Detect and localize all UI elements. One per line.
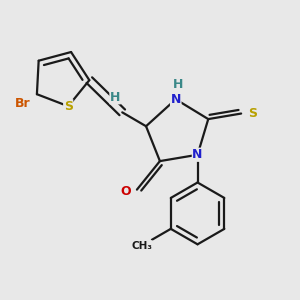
Text: O: O bbox=[121, 185, 131, 198]
Text: Br: Br bbox=[15, 97, 31, 110]
Text: CH₃: CH₃ bbox=[131, 241, 152, 251]
Text: H: H bbox=[172, 78, 183, 91]
Text: N: N bbox=[171, 93, 181, 106]
Text: H: H bbox=[110, 91, 120, 104]
Text: N: N bbox=[192, 148, 203, 161]
Text: S: S bbox=[248, 107, 257, 120]
Text: S: S bbox=[64, 100, 73, 113]
